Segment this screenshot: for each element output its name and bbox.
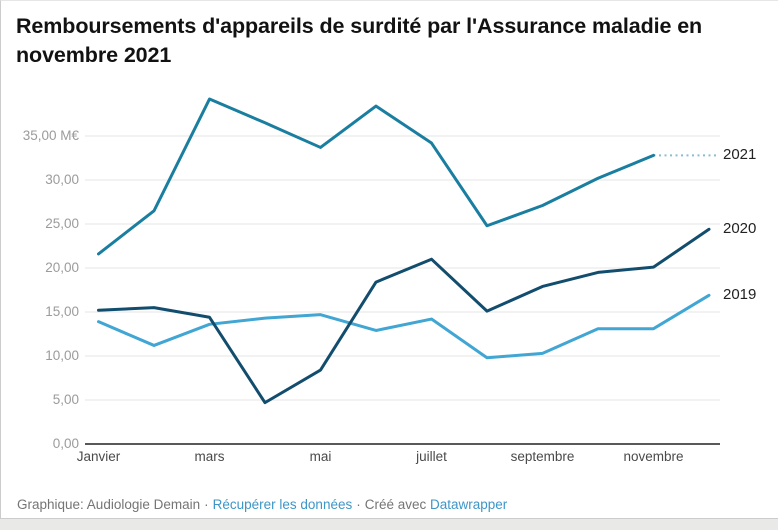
footer-created-with-text: Créé avec xyxy=(364,497,427,512)
footer: Graphique: Audiologie Demain · Récupérer l… xyxy=(17,496,507,514)
series-line-2021 xyxy=(97,97,655,256)
chart-title: Remboursements d'appareils de surdité pa… xyxy=(16,14,703,67)
chart-card: Remboursements d'appareils de surdité pa… xyxy=(0,0,778,519)
get-the-data-link[interactable]: Récupérer les données xyxy=(212,497,353,512)
datawrapper-link[interactable]: Datawrapper xyxy=(430,497,508,512)
series-line-2020 xyxy=(97,227,711,405)
footer-separator: · xyxy=(356,497,361,512)
footer-source-text: Graphique: Audiologie Demain xyxy=(17,497,201,512)
series-line-2019 xyxy=(97,293,711,360)
footer-separator: · xyxy=(204,497,209,512)
